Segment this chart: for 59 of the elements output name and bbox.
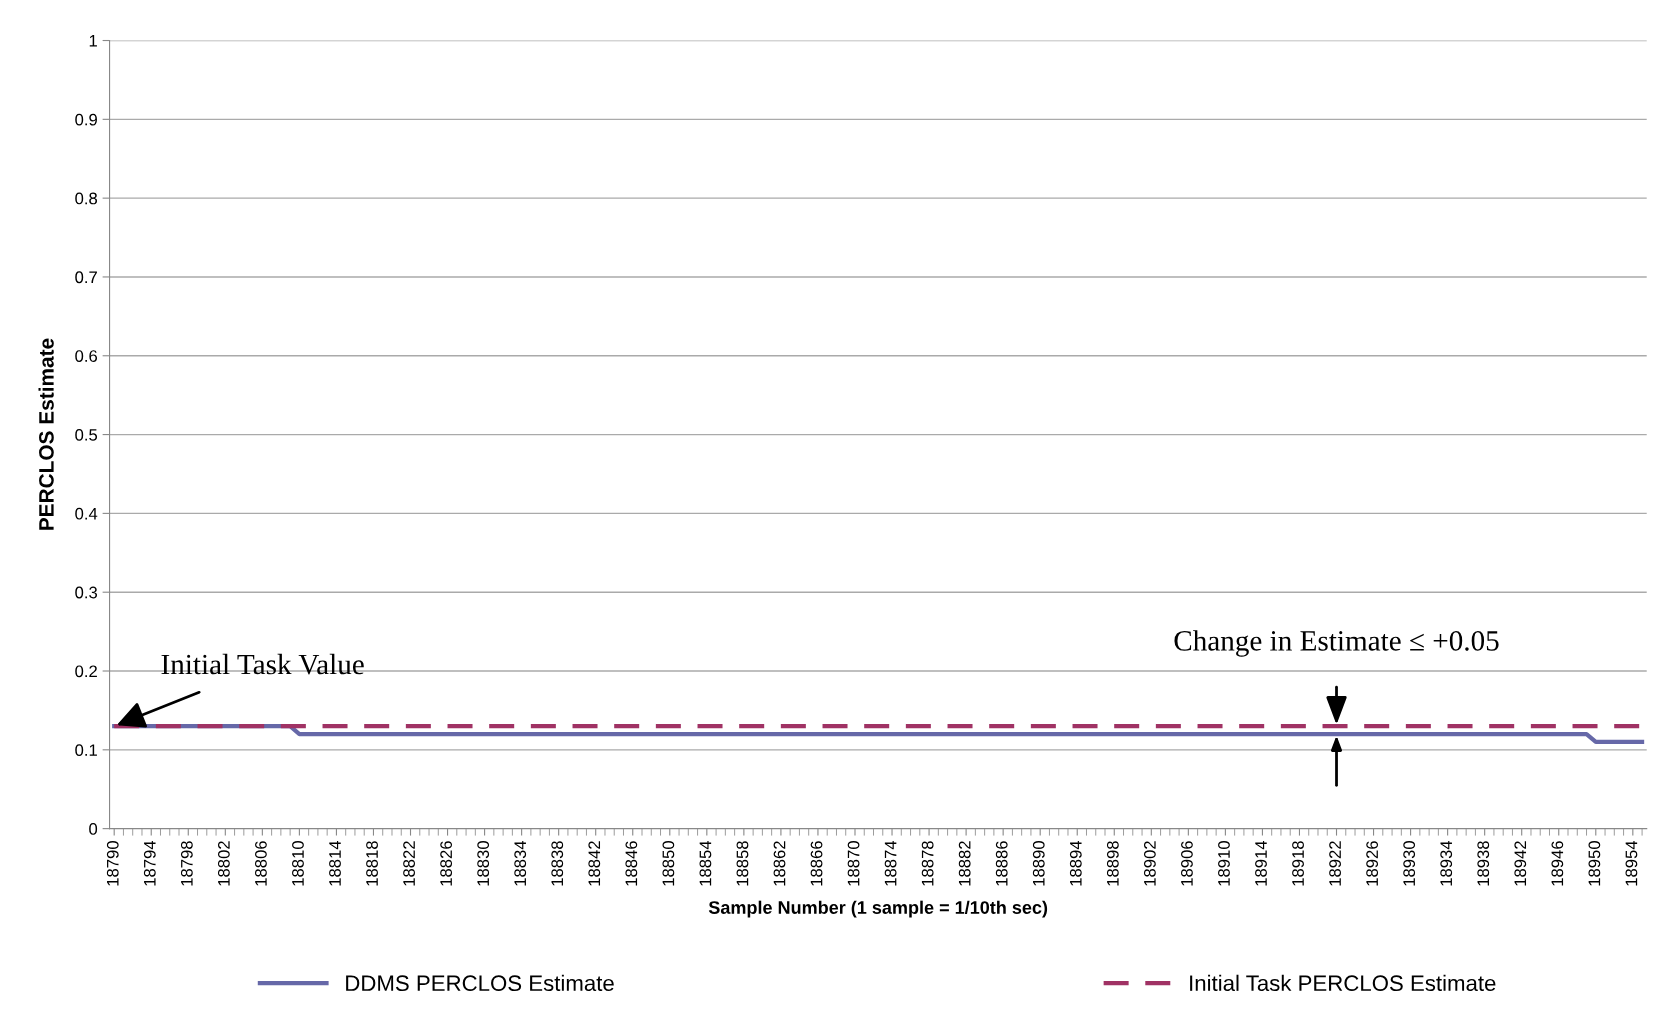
legend-label: Initial Task PERCLOS Estimate [1190, 974, 1496, 992]
y-axis-title: PERCLOS Estimate [38, 338, 54, 530]
y-tick-label: 0.6 [75, 350, 98, 362]
x-tick-label: 18834 [514, 840, 527, 886]
x-tick-label: 18922 [1329, 841, 1341, 886]
x-tick-label: 18930 [1403, 841, 1416, 886]
x-tick-label: 18826 [440, 841, 453, 886]
x-tick-label: 18854 [699, 840, 712, 886]
y-tick-label: 0.4 [75, 507, 98, 520]
x-tick-label: 18942 [1514, 841, 1527, 886]
x-tick-label: 18842 [588, 841, 601, 886]
x-tick-label: 18870 [847, 841, 860, 886]
x-tick-label: 18890 [1032, 841, 1045, 886]
y-tick-label: 0.2 [75, 665, 97, 678]
y-tick-label: 0.7 [75, 271, 97, 284]
y-tick-label: 0.8 [75, 192, 98, 205]
y-tick-label: 1 [89, 35, 97, 47]
x-tick-label: 18838 [551, 841, 564, 886]
x-tick-label: 18802 [217, 841, 230, 886]
x-tick-label: 18862 [773, 841, 786, 886]
x-tick-label: 18950 [1588, 841, 1601, 886]
x-tick-label: 18806 [255, 841, 267, 886]
x-tick-label: 18830 [477, 841, 490, 886]
x-tick-label: 18822 [403, 841, 415, 886]
x-tick-label: 18866 [810, 841, 823, 886]
x-tick-label: 18882 [958, 841, 971, 886]
x-tick-label: 18790 [106, 841, 119, 886]
x-tick-label: 18934 [1440, 840, 1453, 886]
x-tick-label: 18910 [1218, 841, 1230, 886]
y-tick-label: 0 [89, 823, 98, 835]
x-axis-title: Sample Number (1 sample = 1/10th sec) [708, 900, 1048, 918]
x-tick-label: 18918 [1292, 841, 1304, 886]
x-tick-label: 18926 [1366, 841, 1379, 886]
x-tick-label: 18938 [1477, 841, 1490, 886]
annotation: Initial Task Value [161, 653, 364, 675]
x-tick-label: 18846 [625, 841, 638, 886]
y-tick-label: 0.5 [75, 428, 98, 441]
legend-label: DDMS PERCLOS Estimate [346, 974, 614, 992]
y-tick-label: 0.9 [75, 113, 97, 126]
x-tick-label: 18906 [1181, 841, 1193, 886]
x-tick-label: 18810 [292, 841, 304, 886]
x-tick-label: 18894 [1069, 840, 1082, 886]
annotation: Change in Estimate ≤ +0.05 [1174, 630, 1499, 657]
x-tick-label: 18798 [180, 841, 193, 886]
x-tick-label: 18858 [736, 841, 749, 886]
x-tick-label: 18874 [884, 840, 897, 886]
y-tick-label: 0.1 [75, 744, 97, 757]
y-tick-label: 0.3 [75, 586, 98, 599]
x-tick-label: 18914 [1255, 840, 1267, 886]
x-tick-label: 18886 [995, 841, 1008, 886]
x-tick-label: 18898 [1106, 841, 1119, 886]
x-tick-label: 18946 [1551, 841, 1564, 886]
x-tick-label: 18814 [329, 840, 341, 886]
x-tick-label: 18818 [366, 841, 378, 886]
x-tick-label: 18902 [1143, 841, 1156, 886]
x-tick-label: 18794 [143, 840, 156, 886]
x-tick-label: 18954 [1625, 840, 1638, 886]
x-tick-label: 18878 [921, 841, 934, 886]
x-tick-label: 18850 [662, 841, 675, 886]
